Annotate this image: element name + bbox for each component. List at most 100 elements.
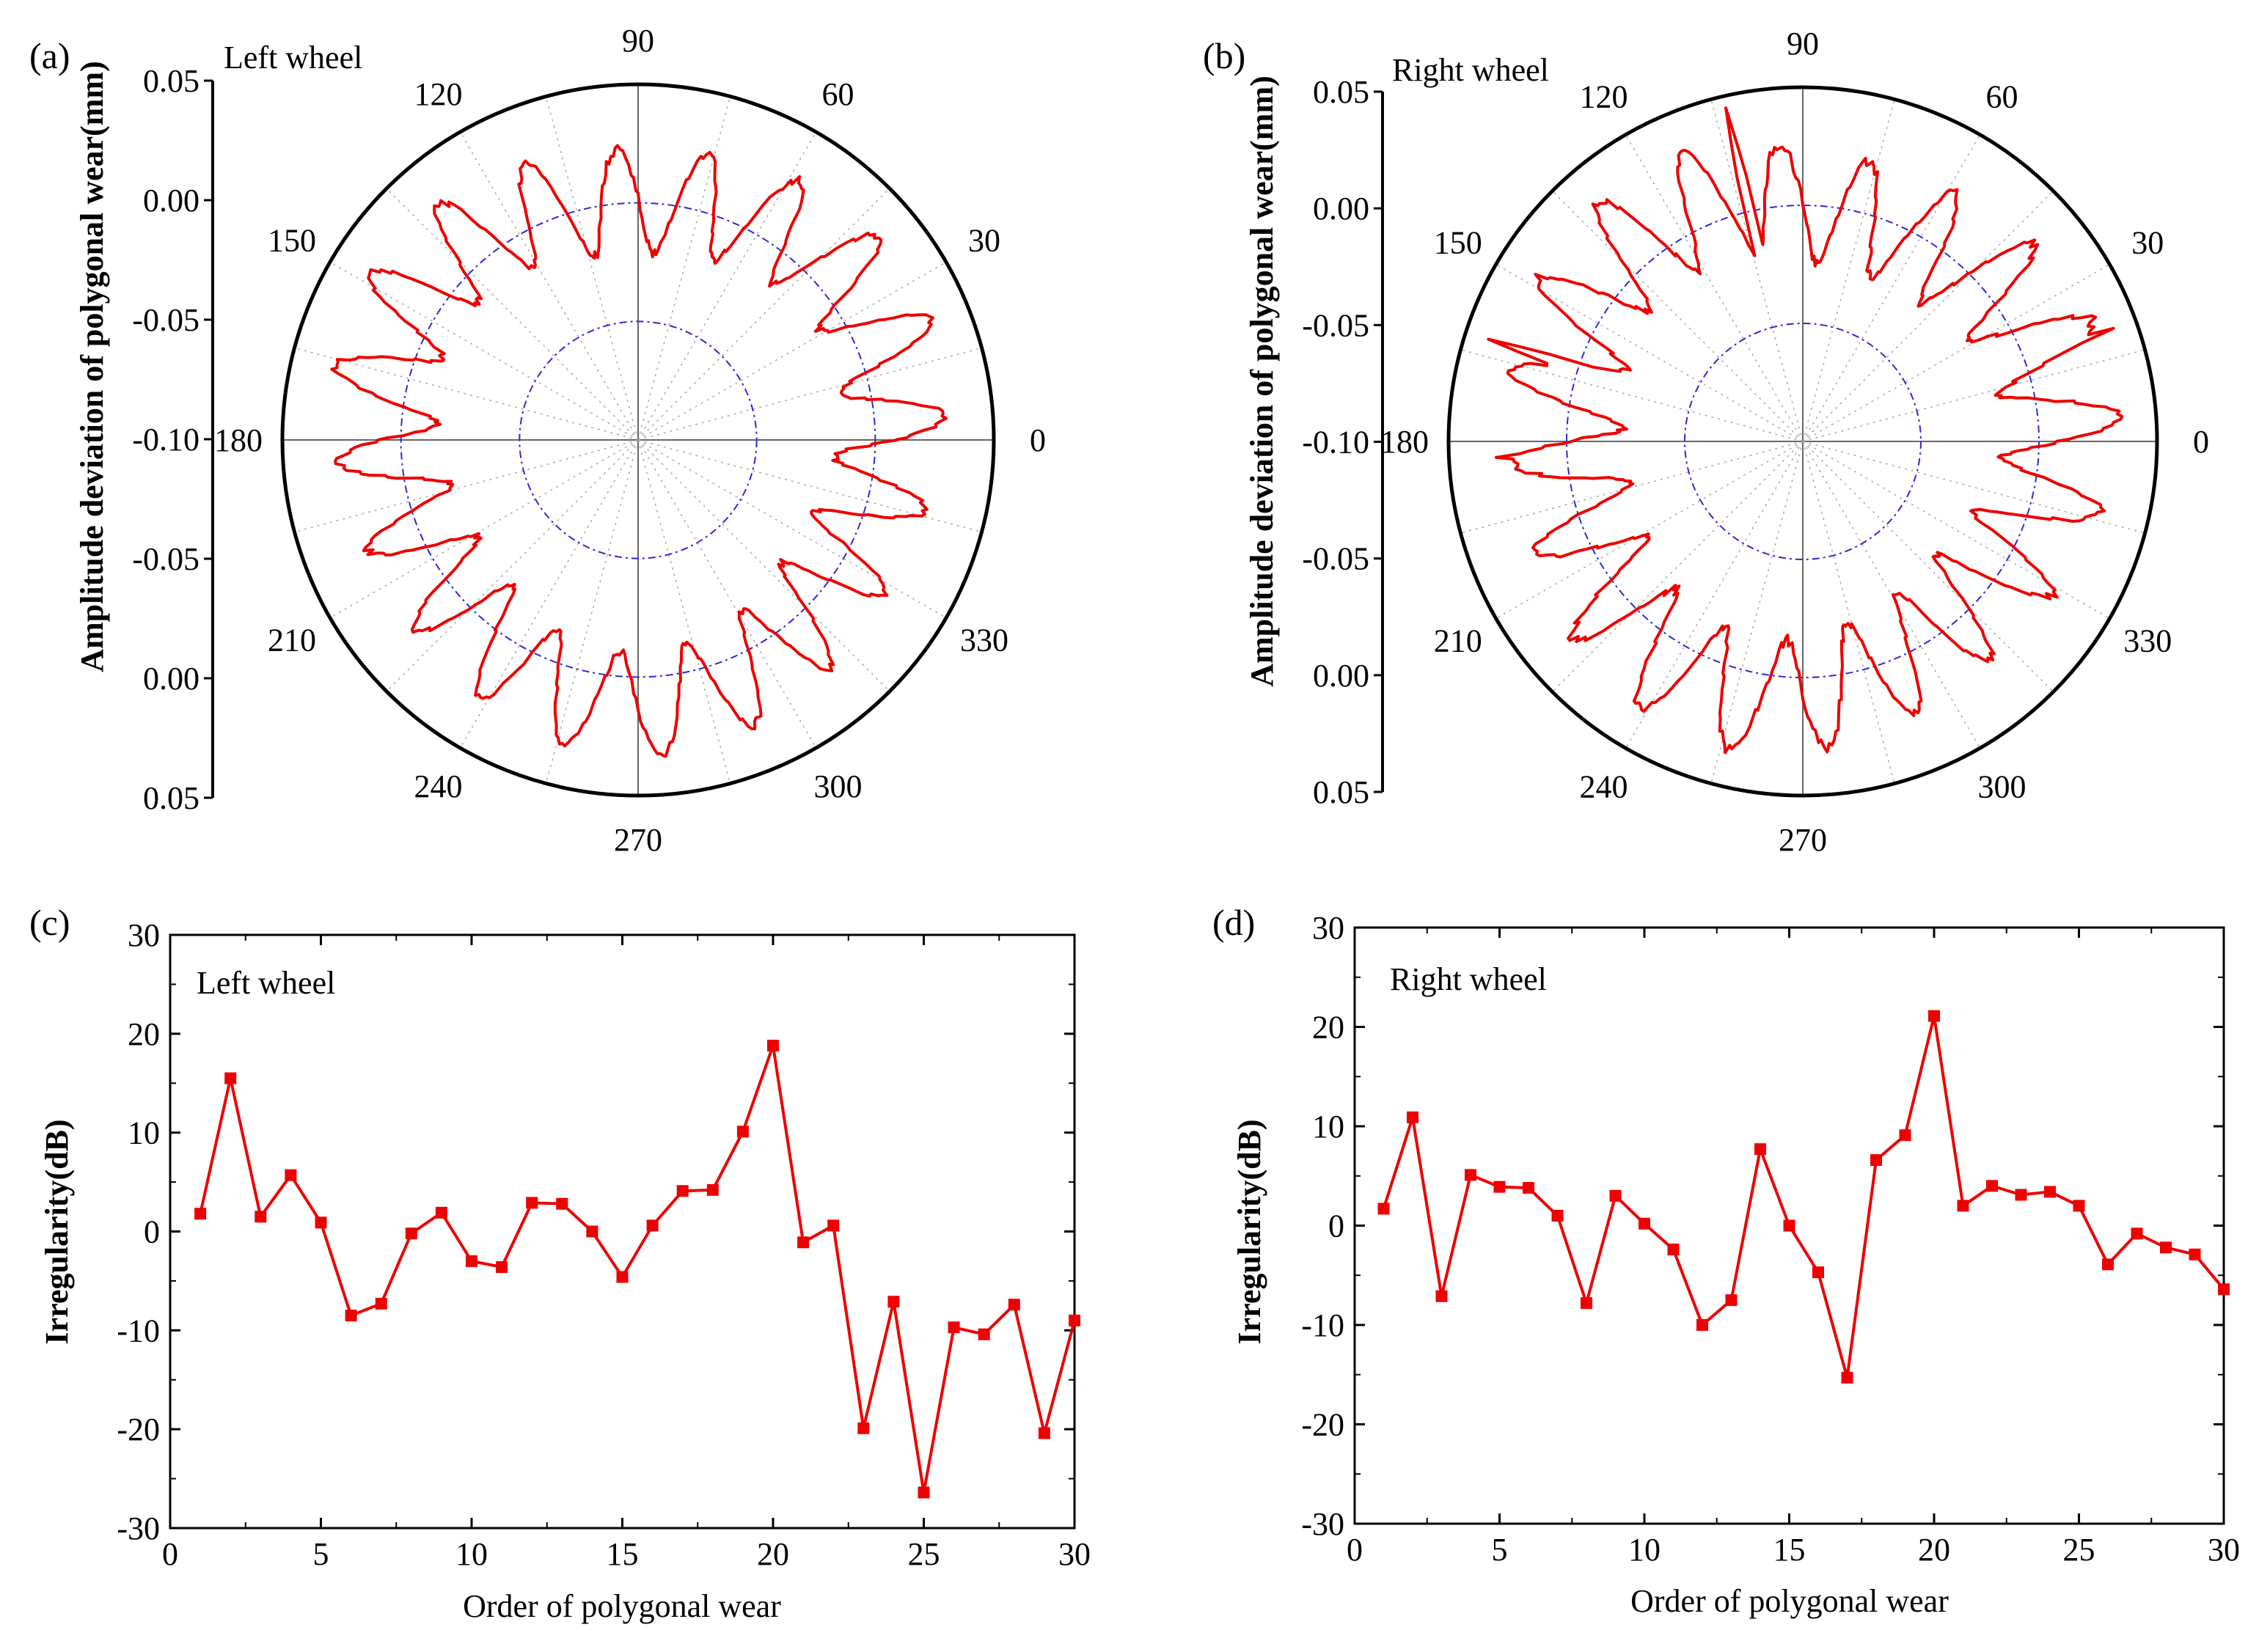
radial-tick-label-0: 0.05 (1313, 74, 1369, 110)
xtick-label-30: 30 (1058, 1536, 1091, 1572)
xtick-label-5: 5 (1492, 1532, 1508, 1568)
data-point-23 (2015, 1189, 2027, 1201)
angle-label-180: 180 (1380, 424, 1429, 460)
data-point-20 (1928, 1010, 1940, 1022)
spoke-255 (545, 439, 639, 784)
spoke-345 (1802, 441, 2145, 534)
radial-tick-label-4: -0.05 (1302, 541, 1369, 577)
radial-tick-label-1: 0.00 (1313, 191, 1369, 227)
spoke-345 (637, 439, 982, 533)
ytick-label-4: 10 (1312, 1109, 1344, 1145)
angle-label-30: 30 (968, 223, 1000, 259)
spoke-60 (1802, 134, 1981, 442)
spoke-60 (637, 131, 817, 441)
data-point-12 (526, 1197, 538, 1209)
data-point-21 (797, 1236, 810, 1249)
data-point-2 (224, 1072, 237, 1084)
ytick-label-0: -30 (117, 1510, 160, 1546)
angle-label-150: 150 (268, 223, 316, 259)
xtick-label-20: 20 (1918, 1532, 1950, 1568)
angle-label-90: 90 (622, 23, 654, 59)
data-point-24 (2044, 1186, 2056, 1198)
radial-tick-label-3: -0.10 (132, 422, 199, 458)
data-point-10 (466, 1255, 477, 1267)
xtick-label-15: 15 (607, 1536, 639, 1572)
data-point-29 (1038, 1427, 1050, 1439)
spoke-15 (637, 347, 982, 441)
panel-label-a: (a) (29, 35, 70, 76)
series-line (1382, 1016, 2225, 1378)
radial-tick-label-4: -0.05 (132, 541, 199, 577)
radial-tick-label-2: -0.05 (1302, 307, 1369, 343)
data-point-5 (315, 1216, 327, 1229)
radial-axis-a: 0.05 0.00 -0.05 -0.10 -0.05 0.00 0.05 (132, 63, 214, 816)
ring-1 (1566, 205, 2040, 678)
radial-tick-label-0: 0.05 (143, 63, 199, 99)
data-point-3 (255, 1211, 267, 1223)
ytick-label-5: 20 (1312, 1010, 1344, 1046)
data-point-21 (1957, 1200, 1969, 1212)
panel-c: (c) 0 5 10 15 20 25 30 -30 -20 -10 0 10 20 30 Left wh… (29, 902, 1091, 1624)
xtick-label-0: 0 (1347, 1532, 1363, 1568)
data-point-22 (1986, 1180, 1998, 1192)
data-point-15 (1783, 1219, 1795, 1232)
line-plot-c: 0 5 10 15 20 25 30 -30 -20 -10 0 10 20 30 (117, 917, 1091, 1572)
data-point-1 (194, 1208, 207, 1220)
ytick-label-3: 0 (144, 1214, 160, 1250)
data-point-20 (767, 1040, 779, 1052)
angle-label-240: 240 (1580, 768, 1628, 804)
angle-label-180: 180 (214, 422, 263, 458)
xtick-label-25: 25 (908, 1536, 940, 1572)
radial-tick-label-3: -0.10 (1302, 425, 1369, 460)
angle-label-210: 210 (268, 623, 316, 658)
data-point-16 (646, 1219, 659, 1232)
wheel-label-c: Left wheel (197, 965, 335, 1001)
angle-label-270: 270 (1779, 822, 1827, 858)
ring-0 (1684, 323, 1922, 560)
spoke-240 (459, 439, 639, 749)
data-point-28 (1008, 1299, 1020, 1311)
line-plot-d: 0 5 10 15 20 25 30 -30 -20 -10 0 10 20 30 (1301, 910, 2240, 1568)
data-point-30 (1069, 1314, 1080, 1326)
xtick-label-10: 10 (455, 1536, 488, 1572)
radial-tick-label-5: 0.00 (143, 661, 199, 697)
data-point-30 (2218, 1283, 2230, 1296)
data-point-5 (1493, 1181, 1506, 1193)
radial-tick-label-2: -0.05 (132, 302, 199, 338)
angle-label-150: 150 (1434, 225, 1482, 261)
data-point-18 (1870, 1154, 1882, 1167)
spoke-120 (1625, 134, 1804, 442)
ytick-label-4: 10 (128, 1115, 160, 1151)
wheel-label-b: Right wheel (1392, 52, 1549, 88)
data-point-26 (948, 1321, 960, 1334)
data-point-29 (2189, 1248, 2201, 1260)
panel-b: (b) Right wheel 0.050.00-0.05-0.10-0.050… (1203, 26, 2209, 858)
angle-label-330: 330 (2123, 623, 2172, 659)
spoke-165 (1460, 349, 1804, 442)
ylabel-d: Irregularity(dB) (1231, 1119, 1267, 1344)
angle-label-270: 270 (614, 822, 662, 858)
ytick-label-2: -10 (117, 1313, 160, 1348)
spoke-165 (294, 347, 639, 441)
series-line (330, 144, 948, 758)
angle-label-60: 60 (822, 76, 854, 112)
spoke-45 (1802, 190, 2054, 442)
xtick-label-5: 5 (313, 1536, 329, 1572)
data-point-8 (405, 1227, 417, 1240)
series-line (1487, 106, 2124, 755)
data-point-25 (2073, 1200, 2085, 1212)
xtick-label-15: 15 (1773, 1532, 1806, 1568)
data-point-27 (978, 1328, 990, 1340)
series-line (199, 1045, 1076, 1493)
data-point-12 (1696, 1319, 1708, 1331)
panel-label-c: (c) (29, 902, 70, 943)
spoke-210 (329, 439, 639, 619)
data-point-24 (887, 1296, 900, 1308)
angle-label-300: 300 (1978, 768, 2026, 804)
data-point-26 (2102, 1258, 2114, 1271)
data-point-3 (1435, 1290, 1448, 1302)
angle-label-90: 90 (1787, 26, 1819, 62)
data-point-17 (1841, 1371, 1853, 1384)
xtick-label-30: 30 (2208, 1532, 2240, 1568)
